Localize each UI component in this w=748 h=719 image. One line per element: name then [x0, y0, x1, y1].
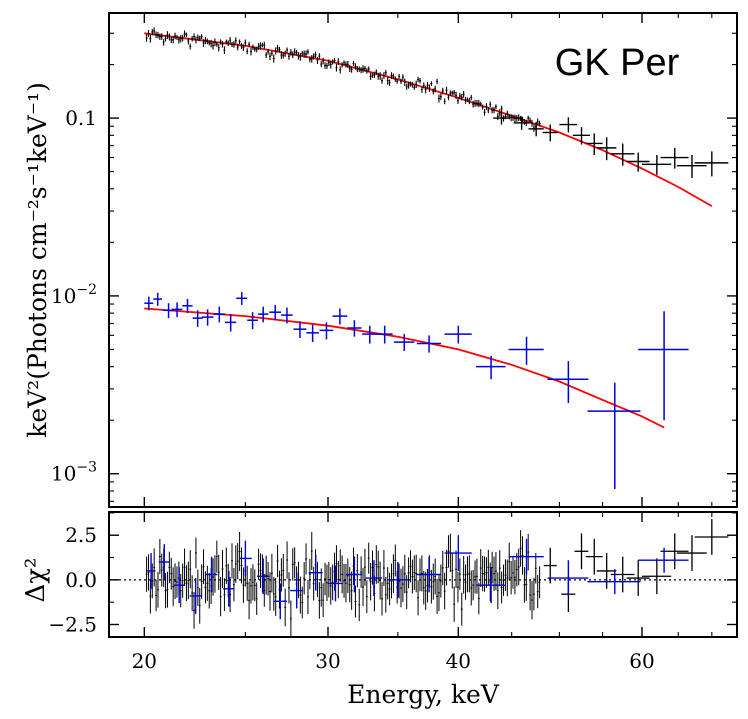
y-tick-label: 10−3 — [51, 460, 97, 486]
y-tick-label: 10−2 — [51, 282, 97, 308]
y-tick-label: 2.5 — [65, 523, 97, 547]
spectrum-data-points — [144, 27, 729, 490]
spectrum-axis-ticks: 10−3 10−2 0.1 — [51, 13, 737, 637]
y-tick-label: 0.0 — [65, 568, 97, 592]
x-tick-label: 30 — [315, 649, 340, 673]
residual-axis-ticks: 20 30 40 60 −2.5 0.0 2.5 — [48, 512, 737, 673]
y-tick-label: 0.1 — [65, 106, 97, 130]
y-tick-label: −2.5 — [48, 613, 97, 637]
spectrum-panel-frame — [108, 12, 738, 508]
spectrum-ylabel: keV²(Photons cm⁻²s⁻¹keV⁻¹) — [23, 82, 52, 438]
x-tick-label: 20 — [132, 649, 157, 673]
x-tick-label: 40 — [446, 649, 471, 673]
residual-ylabel: Δχ² — [21, 558, 51, 603]
x-axis-label: Energy, keV — [347, 680, 500, 709]
x-tick-label: 60 — [629, 649, 654, 673]
chart-title: GK Per — [555, 42, 680, 84]
residual-data-points — [145, 519, 729, 638]
